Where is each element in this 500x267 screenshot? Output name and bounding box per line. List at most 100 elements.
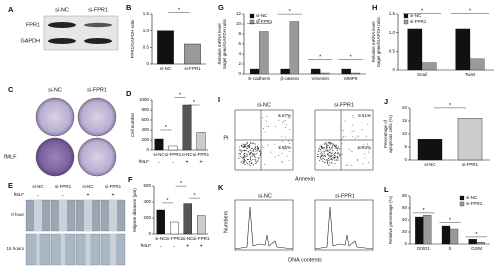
event-dot bbox=[322, 160, 324, 162]
x-tick-label: si-NC bbox=[182, 236, 194, 241]
y-tick-label: 0 bbox=[238, 71, 241, 76]
event-dot bbox=[357, 160, 358, 162]
event-dot bbox=[321, 151, 323, 153]
bar bbox=[457, 118, 483, 161]
event-dot bbox=[364, 157, 366, 159]
event-dot bbox=[288, 159, 290, 161]
event-dot bbox=[289, 117, 291, 119]
plot-frame bbox=[234, 199, 294, 251]
event-dot bbox=[248, 151, 250, 153]
event-dot bbox=[339, 154, 341, 156]
bar bbox=[196, 132, 206, 151]
event-dot bbox=[281, 161, 283, 163]
y-tick-label: 6 bbox=[238, 41, 241, 46]
y-tick-label: 1.0 bbox=[143, 28, 150, 33]
event-dot bbox=[242, 147, 244, 149]
x-tick-label: si-NC bbox=[155, 236, 167, 241]
bar bbox=[157, 30, 174, 65]
event-dot bbox=[324, 151, 326, 153]
treatment-sign: + bbox=[111, 192, 114, 198]
event-dot bbox=[330, 148, 332, 150]
event-dot bbox=[257, 148, 259, 150]
row-label: fMLF bbox=[4, 154, 17, 160]
event-dot bbox=[325, 146, 327, 148]
bar bbox=[476, 242, 485, 245]
axis-label: Annexin bbox=[295, 176, 315, 182]
event-dot bbox=[278, 119, 280, 121]
event-dot bbox=[357, 147, 359, 149]
y-tick-label: 15 bbox=[402, 118, 408, 123]
y-tick-label: 0.5 bbox=[389, 49, 396, 54]
x-tick-label: si-FPR1 bbox=[462, 162, 479, 167]
event-dot bbox=[331, 143, 333, 145]
x-tick-label: si-NC bbox=[160, 66, 172, 71]
row-label: fMLF bbox=[14, 192, 25, 197]
event-dot bbox=[246, 153, 248, 155]
event-dot bbox=[326, 147, 328, 149]
legend-label: si-FPR1 bbox=[256, 19, 273, 24]
y-axis-label: Percentage of bbox=[383, 119, 388, 148]
event-dot bbox=[250, 148, 252, 150]
event-dot bbox=[351, 130, 353, 132]
column-label: si-FPR1 bbox=[88, 7, 108, 13]
significance-mark: * bbox=[469, 9, 472, 15]
event-dot bbox=[244, 156, 246, 158]
quadrant-percent: 8.61% bbox=[358, 113, 371, 118]
event-dot bbox=[252, 153, 254, 155]
bar bbox=[469, 58, 485, 71]
event-dot bbox=[319, 160, 321, 162]
y-tick-label: 400 bbox=[141, 127, 149, 132]
event-dot bbox=[333, 143, 335, 145]
bar bbox=[341, 68, 351, 75]
event-dot bbox=[331, 152, 333, 154]
event-dot bbox=[342, 137, 344, 139]
event-dot bbox=[324, 159, 326, 161]
row-label: FPR1 bbox=[26, 22, 40, 28]
y-tick-label: 0 bbox=[146, 147, 149, 152]
y-tick-label: 20 bbox=[402, 105, 408, 110]
y-tick-label: 0 bbox=[146, 61, 149, 66]
legend-swatch bbox=[403, 19, 409, 25]
event-dot bbox=[328, 149, 330, 151]
event-dot bbox=[252, 147, 254, 149]
event-dot bbox=[323, 161, 325, 163]
bar bbox=[407, 28, 423, 71]
event-dot bbox=[250, 143, 252, 145]
event-dot bbox=[278, 154, 280, 156]
event-dot bbox=[266, 116, 268, 117]
event-dot bbox=[250, 157, 252, 159]
event-dot bbox=[259, 154, 261, 156]
event-dot bbox=[248, 146, 250, 148]
quadrant-percent: 6.57% bbox=[278, 113, 291, 118]
quadrant-percent: 5.93% bbox=[358, 145, 371, 150]
event-dot bbox=[253, 155, 255, 157]
y-tick-label: 80 bbox=[402, 193, 408, 198]
x-tick-label: Vimentin bbox=[312, 76, 330, 81]
y-tick-label: 1.5 bbox=[389, 11, 396, 16]
event-dot bbox=[321, 152, 323, 154]
event-dot bbox=[288, 150, 290, 152]
event-dot bbox=[326, 159, 328, 161]
event-dot bbox=[288, 140, 290, 142]
event-dot bbox=[245, 155, 247, 157]
event-dot bbox=[334, 146, 336, 148]
event-dot bbox=[367, 143, 369, 145]
event-dot bbox=[247, 159, 249, 161]
significance-mark: * bbox=[350, 55, 353, 61]
event-dot bbox=[327, 151, 329, 153]
event-dot bbox=[253, 143, 255, 145]
event-dot bbox=[332, 144, 334, 146]
y-axis-label: target gene/GAPDH ratio bbox=[376, 16, 381, 67]
event-dot bbox=[319, 157, 321, 159]
event-dot bbox=[330, 158, 332, 160]
event-dot bbox=[327, 157, 329, 159]
event-dot bbox=[257, 147, 259, 149]
y-axis-label: FPR1/GAPDH ratio bbox=[130, 19, 135, 58]
panel-letter: H bbox=[372, 3, 377, 12]
event-dot bbox=[326, 143, 328, 145]
panel-letter: B bbox=[126, 3, 132, 12]
legend-label: si-NC bbox=[256, 13, 268, 18]
event-dot bbox=[334, 163, 336, 165]
event-dot bbox=[342, 130, 344, 132]
